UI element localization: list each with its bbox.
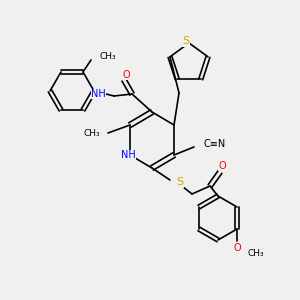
Text: O: O <box>218 161 226 171</box>
Text: O: O <box>122 70 130 80</box>
Text: O: O <box>233 243 241 253</box>
Text: CH₃: CH₃ <box>83 128 100 137</box>
Text: S: S <box>182 36 190 46</box>
Text: S: S <box>176 177 183 187</box>
Text: CH₃: CH₃ <box>99 52 116 62</box>
Text: NH: NH <box>91 89 106 99</box>
Text: NH: NH <box>121 150 135 160</box>
Text: C≡N: C≡N <box>204 139 226 149</box>
Text: CH₃: CH₃ <box>247 248 264 257</box>
